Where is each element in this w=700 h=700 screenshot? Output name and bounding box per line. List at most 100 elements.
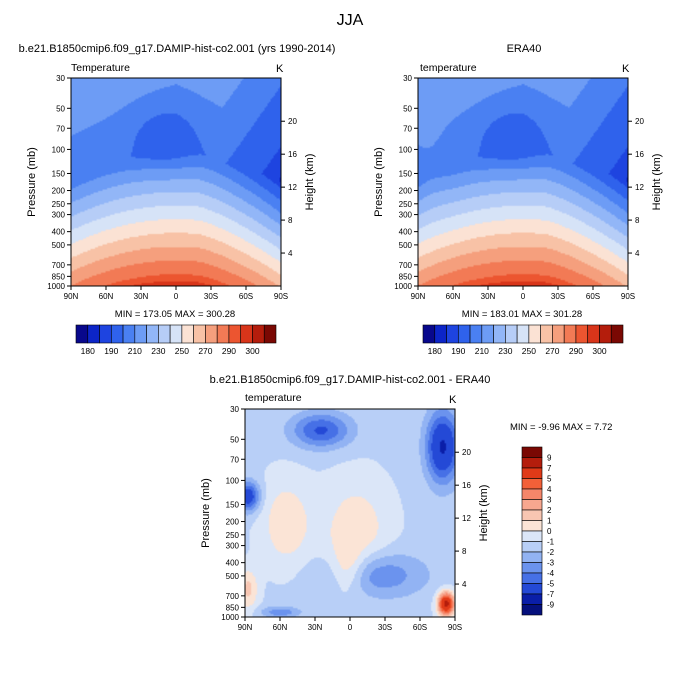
y-tick-label: 30 xyxy=(230,405,239,414)
colorbar-swatch xyxy=(446,324,459,344)
y-tick-label: 700 xyxy=(399,261,413,270)
colorbar-label: -2 xyxy=(547,548,555,557)
colorbar-label: 190 xyxy=(104,346,118,356)
colorbar: 180 190 210 230 250 270 290 300 xyxy=(422,324,624,356)
y-tick-label: 850 xyxy=(399,272,413,281)
y-tick-label: 70 xyxy=(56,124,65,133)
colorbar-label: 300 xyxy=(592,346,606,356)
colorbar-swatch xyxy=(587,324,600,344)
colorbar-swatch xyxy=(521,478,543,490)
y-tick-label: 250 xyxy=(399,200,413,209)
colorbar-swatch xyxy=(240,324,253,344)
x-tick-label: 0 xyxy=(348,623,353,632)
y2-axis-label: Height (km) xyxy=(304,154,316,211)
y2-tick-label: 16 xyxy=(288,150,297,159)
colorbar-label: 250 xyxy=(522,346,536,356)
colorbar-swatch xyxy=(252,324,265,344)
contour-fill xyxy=(245,409,455,617)
colorbar-swatch xyxy=(457,324,471,344)
colorbar-label: 230 xyxy=(151,346,165,356)
stats-text: MIN = 183.01 MAX = 301.28 xyxy=(462,309,582,320)
y-tick-label: 1000 xyxy=(47,282,65,291)
colorbar-label: 7 xyxy=(547,464,552,473)
colorbar-swatch xyxy=(205,324,218,344)
contour-fill xyxy=(418,78,628,286)
contour-plot: 90N 60N 30N 0 30S 60S 90S 30 50 70 100 150 200 250 300… xyxy=(373,74,663,301)
colorbar-label: 230 xyxy=(498,346,512,356)
colorbar-label: 250 xyxy=(175,346,189,356)
colorbar-swatch xyxy=(263,324,277,344)
colorbar-swatch xyxy=(552,324,565,344)
colorbar-swatch xyxy=(228,324,242,344)
y-tick-label: 850 xyxy=(226,603,240,612)
y2-tick-label: 20 xyxy=(635,117,644,126)
y2-tick-label: 8 xyxy=(635,216,640,225)
x-tick-label: 30N xyxy=(134,292,149,301)
colorbar-swatch xyxy=(575,324,589,344)
y2-axis-label: Height (km) xyxy=(651,154,663,211)
y2-tick-label: 8 xyxy=(462,547,467,556)
colorbar-swatch xyxy=(540,324,553,344)
colorbar: 97 54 32 10 -1-2 -3-4 -5-7 -9 xyxy=(521,446,555,616)
x-tick-label: 30S xyxy=(551,292,565,301)
colorbar-swatch xyxy=(521,509,543,521)
colorbar-label: -4 xyxy=(547,569,555,578)
contour-fill xyxy=(71,78,281,286)
colorbar-swatch xyxy=(75,324,89,344)
colorbar-swatch xyxy=(216,324,230,344)
colorbar-swatch xyxy=(422,324,436,344)
colorbar-swatch xyxy=(87,324,100,344)
colorbar: 180 190 210 230 250 270 290 300 xyxy=(75,324,277,356)
x-tick-label: 60S xyxy=(413,623,427,632)
colorbar-label: -5 xyxy=(547,580,555,589)
y-tick-label: 200 xyxy=(399,187,413,196)
colorbar-label: 1 xyxy=(547,517,552,526)
colorbar-swatch xyxy=(481,324,494,344)
y-tick-label: 70 xyxy=(230,455,239,464)
colorbar-swatch xyxy=(469,324,483,344)
colorbar-swatch xyxy=(599,324,612,344)
colorbar-swatch xyxy=(169,324,183,344)
x-tick-label: 30N xyxy=(481,292,496,301)
colorbar-label: -3 xyxy=(547,559,555,568)
panel-reference: ERA40 temperature K 90N 60N 30N 0 30S 60S 90S 3… xyxy=(373,43,663,356)
colorbar-swatch xyxy=(521,446,543,458)
y-tick-label: 150 xyxy=(52,169,66,178)
x-tick-label: 60N xyxy=(273,623,288,632)
colorbar-label: 270 xyxy=(545,346,559,356)
y-tick-label: 100 xyxy=(226,476,240,485)
y2-axis-label: Height (km) xyxy=(478,485,490,542)
y-tick-label: 250 xyxy=(226,531,240,540)
colorbar-label: 0 xyxy=(547,527,552,536)
colorbar-swatch xyxy=(134,324,147,344)
y2-tick-label: 20 xyxy=(288,117,297,126)
colorbar-label: -9 xyxy=(547,601,555,610)
y-tick-label: 100 xyxy=(399,145,413,154)
y-tick-label: 400 xyxy=(52,228,66,237)
colorbar-swatch xyxy=(146,324,159,344)
colorbar-swatch xyxy=(521,457,543,469)
x-tick-label: 30S xyxy=(204,292,218,301)
panel-difference: b.e21.B1850cmip6.f09_g17.DAMIP-hist-co2.… xyxy=(200,374,612,632)
stats-text: MIN = -9.96 MAX = 7.72 xyxy=(510,422,612,433)
y-tick-label: 300 xyxy=(226,542,240,551)
y2-tick-label: 16 xyxy=(462,481,471,490)
colorbar-swatch xyxy=(158,324,171,344)
y2-tick-label: 12 xyxy=(462,514,471,523)
x-tick-label: 60S xyxy=(239,292,253,301)
y-tick-label: 250 xyxy=(52,200,66,209)
y-tick-label: 400 xyxy=(226,559,240,568)
panel-title: ERA40 xyxy=(507,43,542,55)
colorbar-swatch xyxy=(181,324,194,344)
y-tick-label: 1000 xyxy=(221,613,239,622)
colorbar-label: 4 xyxy=(547,485,552,494)
panel-title: b.e21.B1850cmip6.f09_g17.DAMIP-hist-co2.… xyxy=(19,43,336,55)
panel-units: K xyxy=(449,394,457,406)
x-tick-label: 90N xyxy=(411,292,426,301)
x-tick-label: 60N xyxy=(99,292,114,301)
colorbar-swatch xyxy=(521,593,543,605)
y-tick-label: 50 xyxy=(403,104,412,113)
panel-variable: temperature xyxy=(245,392,302,404)
colorbar-swatch xyxy=(528,324,541,344)
colorbar-swatch xyxy=(521,572,543,584)
